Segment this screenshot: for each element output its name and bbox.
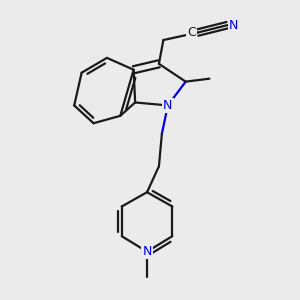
Text: N: N [229,19,238,32]
Text: N: N [163,99,172,112]
Text: C: C [187,26,196,39]
Text: N: N [142,245,152,258]
